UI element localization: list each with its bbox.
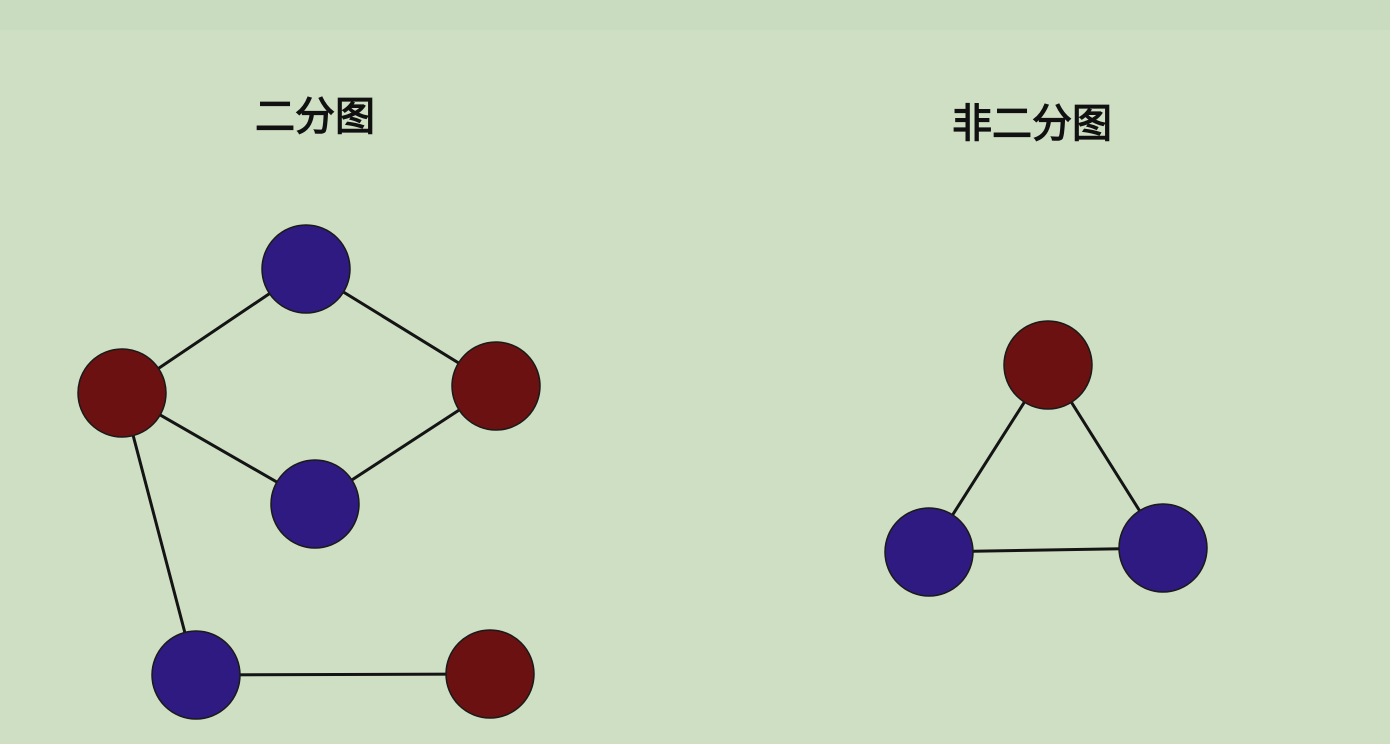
non-bipartite-graph [884, 320, 1208, 597]
node-left-red [77, 348, 167, 438]
node-bottom-left-blue [151, 630, 241, 720]
edge-left-bottom-left [120, 391, 198, 677]
non-bipartite-graph-title: 非二分图 [952, 101, 1112, 147]
bipartite-graph [77, 224, 541, 720]
node-bottom-left-blue [884, 507, 974, 597]
node-bottom-right-red [445, 629, 535, 719]
node-top-red [1003, 320, 1093, 410]
node-top-blue [261, 224, 351, 314]
node-middle-blue [270, 459, 360, 549]
bipartite-graph-title: 二分图 [255, 94, 375, 140]
top-band [0, 0, 1390, 30]
edge-bottom-left-bottom-right [194, 672, 492, 677]
node-bottom-right-blue [1118, 503, 1208, 593]
node-right-red [451, 341, 541, 431]
